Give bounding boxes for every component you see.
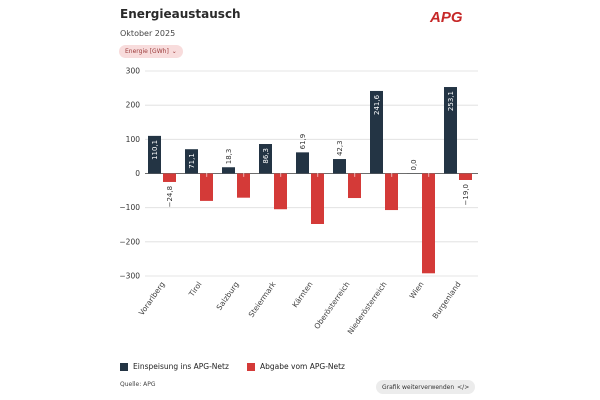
- legend-label-abgabe: Abgabe vom APG-Netz: [260, 362, 345, 371]
- data-label-abgabe: −70,8: [240, 156, 248, 177]
- x-category-label: Vorarlberg: [137, 280, 167, 317]
- data-label-abgabe: −24,8: [166, 186, 174, 207]
- x-category-label: Oberösterreich: [312, 280, 351, 331]
- reuse-graphic-button[interactable]: Grafik weiterverwenden </>: [376, 380, 476, 394]
- unit-filter-label: Energie [GWh]: [125, 48, 169, 55]
- reuse-graphic-label: Grafik weiterverwenden: [382, 383, 455, 391]
- bar-abgabe: [385, 173, 398, 211]
- data-label-abgabe: −19,0: [462, 184, 470, 205]
- legend-swatch-abgabe: [247, 362, 255, 371]
- y-tick-label: 300: [126, 67, 141, 76]
- data-label-einspeisung: 241,6: [373, 94, 381, 115]
- data-label-abgabe: −80,2: [203, 156, 211, 177]
- data-label-einspeisung: 71,1: [188, 153, 196, 169]
- svg-text:APG: APG: [429, 9, 463, 25]
- data-label-einspeisung: 18,3: [225, 149, 233, 165]
- legend-item-einspeisung[interactable]: Einspeisung ins APG-Netz: [120, 362, 229, 371]
- data-label-einspeisung: 253,1: [447, 91, 455, 111]
- legend-swatch-einspeisung: [120, 362, 128, 371]
- chart-subtitle: Oktober 2025: [120, 29, 176, 38]
- data-label-einspeisung: 86,3: [262, 148, 270, 164]
- bar-einspeisung: [296, 152, 309, 174]
- chevron-down-icon: ⌄: [171, 48, 177, 55]
- y-tick-label: −300: [119, 272, 140, 281]
- bar-einspeisung: [259, 144, 272, 174]
- data-label-einspeisung: 0,0: [410, 159, 418, 170]
- code-icon: </>: [457, 383, 470, 391]
- apg-logo: APG: [429, 9, 463, 25]
- bar-einspeisung: [370, 90, 383, 174]
- x-category-label: Tirol: [186, 280, 203, 299]
- y-tick-label: −200: [119, 237, 140, 246]
- bar-abgabe: [237, 173, 250, 198]
- legend-item-abgabe[interactable]: Abgabe vom APG-Netz: [247, 362, 345, 371]
- x-category-label: Wien: [408, 280, 426, 301]
- x-category-label: Niederösterreich: [346, 280, 389, 336]
- bar-einspeisung: [333, 159, 346, 174]
- bar-abgabe: [274, 173, 287, 210]
- data-label-abgabe: −71,8: [351, 156, 359, 177]
- bar-chart: 300 200 100 0 −100 −200 −300 110,1 −24,8 Vorarlbe…: [119, 67, 478, 336]
- data-label-abgabe: −104,6: [277, 151, 285, 177]
- x-category-label: Kärnten: [290, 280, 314, 309]
- bar-abgabe: [311, 173, 324, 224]
- data-label-abgabe: −147,8: [314, 152, 322, 178]
- y-tick-label: 100: [126, 135, 141, 144]
- chart-title: Energieaustausch: [120, 7, 241, 21]
- x-category-label: Steiermark: [247, 279, 278, 319]
- bar-einspeisung: [444, 87, 457, 174]
- legend-label-einspeisung: Einspeisung ins APG-Netz: [133, 362, 229, 371]
- bar-abgabe: [200, 173, 213, 201]
- unit-filter-dropdown[interactable]: Energie [GWh] ⌄: [119, 45, 183, 58]
- bar-abgabe: [348, 173, 361, 199]
- bar-einspeisung: [185, 149, 198, 174]
- bar-einspeisung: [148, 135, 161, 174]
- y-tick-label: 200: [126, 101, 141, 110]
- data-label-einspeisung: 42,3: [336, 140, 344, 156]
- x-category-label: Salzburg: [215, 280, 241, 312]
- source-note: Quelle: APG: [120, 381, 156, 388]
- data-label-abgabe: −292,1: [425, 152, 433, 178]
- x-category-label: Burgenland: [430, 280, 462, 321]
- bar-abgabe: [459, 173, 472, 180]
- data-label-einspeisung: 110,1: [151, 140, 159, 160]
- y-tick-label: −100: [119, 203, 140, 212]
- data-label-einspeisung: 61,9: [299, 134, 307, 150]
- bar-abgabe: [163, 173, 176, 182]
- bar-abgabe: [422, 173, 435, 274]
- data-label-abgabe: −107,0: [388, 152, 396, 178]
- y-tick-label: 0: [135, 169, 140, 178]
- bar-einspeisung: [222, 167, 235, 174]
